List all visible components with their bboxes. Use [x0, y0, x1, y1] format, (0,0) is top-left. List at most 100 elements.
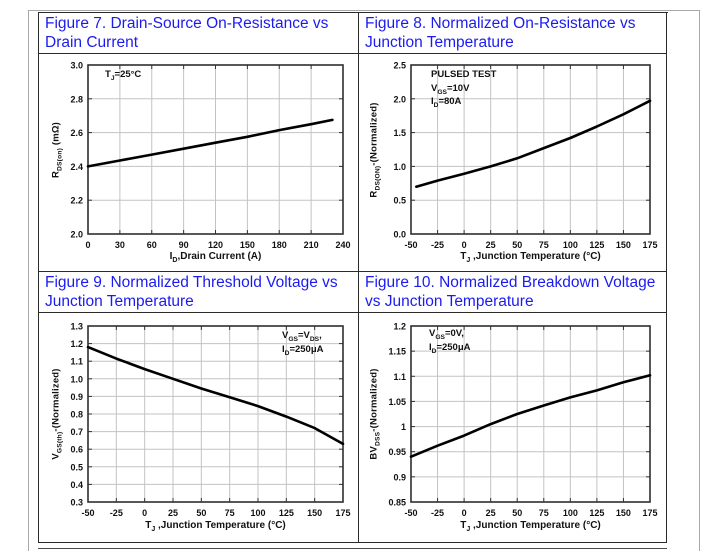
x-tick-label: 50	[512, 508, 522, 518]
x-tick-label: 120	[208, 240, 223, 250]
x-tick-label: 50	[512, 240, 522, 250]
y-tick-label: 1.5	[393, 128, 406, 138]
x-tick-label: -25	[431, 240, 444, 250]
fig9-y-axis-label: VGS(th)-(Normalized)	[50, 368, 64, 460]
x-tick-label: 0	[142, 508, 147, 518]
y-tick-label: 1.2	[70, 339, 83, 349]
x-tick-label: 50	[196, 508, 206, 518]
plot-border	[410, 64, 651, 235]
data-curve	[414, 99, 652, 188]
fig8-title: Figure 8. Normalized On-Resistance vs Ju…	[359, 13, 667, 54]
y-tick-label: 2.2	[70, 196, 83, 206]
fig10-condition-line-2: ID=250μA	[429, 341, 471, 355]
x-tick-label: 0	[462, 240, 467, 250]
fig9-test-condition: VGS=VDS, ID=250μA	[282, 329, 324, 356]
y-tick-label: 1.2	[393, 322, 406, 332]
plot-border	[87, 64, 344, 235]
y-tick-label: 0.85	[388, 498, 406, 508]
y-tick-label: 0.4	[70, 480, 83, 490]
y-tick-label: 0.5	[393, 196, 406, 206]
y-tick-label: 0.9	[393, 472, 406, 482]
x-tick-label: 100	[563, 240, 578, 250]
fig7-title: Figure 7. Drain-Source On-Resistance vs …	[39, 13, 359, 54]
plot-border	[87, 325, 344, 503]
y-tick-label: 0.8	[70, 410, 83, 420]
y-tick-label: 1.05	[388, 397, 406, 407]
fig10-y-axis-label: BVDSS-(Normalized)	[368, 368, 382, 460]
x-tick-label: -50	[81, 508, 94, 518]
y-tick-label: 2.0	[393, 94, 406, 104]
x-tick-label: 75	[539, 508, 549, 518]
x-tick-label: 150	[307, 508, 322, 518]
y-tick-label: 0.0	[393, 230, 406, 240]
fig10-chart-svg: -50 -25 0 25 50 75 100 125 150 175 0.85 0.9 0.95 1 1.0…	[388, 322, 657, 519]
fig9-chart-svg: -50 -25 0 25 50 75 100 125 150 175 0.3 0.4 0.5 0.6 0.7…	[70, 322, 350, 519]
fig8-condition-line-3: ID=80A	[431, 96, 462, 109]
data-curve	[86, 118, 334, 168]
fig8-test-condition: PULSED TEST VGS=10V ID=80A	[431, 68, 496, 109]
y-tick-label: 2.6	[70, 128, 83, 138]
fig8-condition-line-2: VGS=10V	[431, 82, 470, 96]
x-tick-label: 30	[115, 240, 125, 250]
x-tick-label: 25	[486, 508, 496, 518]
x-tick-label: 125	[589, 508, 604, 518]
x-tick-label: 25	[168, 508, 178, 518]
y-tick-label: 0.3	[70, 498, 83, 508]
fig10-x-axis-label: TJ ,Junction Temperature (°C)	[460, 520, 601, 533]
fig10-chart-panel: -50 -25 0 25 50 75 100 125 150 175 0.85 0.9 0.95 1 1.0…	[359, 313, 667, 543]
y-tick-label: 1.0	[70, 374, 83, 384]
fig9-condition-line-2: ID=250μA	[282, 343, 324, 357]
x-tick-label: 175	[642, 508, 657, 518]
y-tick-label: 2.0	[70, 230, 83, 240]
next-table-row-border	[38, 548, 667, 549]
fig9-condition-line-1: VGS=VDS,	[282, 330, 322, 343]
fig7-x-axis-label: ID,Drain Current (A)	[169, 251, 262, 264]
y-tick-label: 1.1	[393, 372, 406, 382]
x-tick-label: 180	[272, 240, 287, 250]
x-tick-label: 150	[616, 240, 631, 250]
x-tick-label: 75	[539, 240, 549, 250]
x-tick-label: -25	[431, 508, 444, 518]
fig7-chart-panel: 0 30 60 90 120 150 180 210 240 2.0 2.2 2.4 2.6 2.8 3.0…	[39, 54, 359, 272]
x-tick-label: 150	[616, 508, 631, 518]
y-tick-label: 2.8	[70, 94, 83, 104]
x-tick-label: 125	[279, 508, 294, 518]
y-tick-label: 1.3	[70, 322, 83, 332]
x-tick-label: 60	[147, 240, 157, 250]
data-curve	[409, 373, 652, 458]
fig8-x-axis-label: TJ ,Junction Temperature (°C)	[460, 251, 601, 264]
fig9-x-axis-label: TJ ,Junction Temperature (°C)	[145, 520, 286, 533]
fig9-chart-panel: -50 -25 0 25 50 75 100 125 150 175 0.3 0.4 0.5 0.6 0.7…	[39, 313, 359, 543]
plot-border	[410, 325, 651, 503]
x-tick-label: 100	[563, 508, 578, 518]
fig10-test-condition: VGS=0V, ID=250μA	[429, 327, 471, 354]
x-tick-label: 0	[462, 508, 467, 518]
figure-grid: Figure 7. Drain-Source On-Resistance vs …	[38, 12, 668, 543]
x-tick-label: 175	[642, 240, 657, 250]
x-tick-label: 0	[85, 240, 90, 250]
y-tick-label: 1.0	[393, 162, 406, 172]
fig10-condition-line-1: VGS=0V,	[429, 328, 464, 341]
fig10-title: Figure 10. Normalized Breakdown Voltage …	[359, 272, 667, 313]
x-tick-label: -50	[404, 508, 417, 518]
fig8-condition-line-1: PULSED TEST	[431, 69, 497, 80]
y-tick-label: 0.9	[70, 392, 83, 402]
y-tick-label: 0.5	[70, 462, 83, 472]
x-tick-label: 240	[335, 240, 350, 250]
y-tick-label: 2.5	[393, 61, 406, 71]
fig9-title: Figure 9. Normalized Threshold Voltage v…	[39, 272, 359, 313]
fig8-y-axis-label: RDS(ON)-(Normalized)	[368, 102, 382, 198]
y-tick-label: 0.95	[388, 447, 406, 457]
x-tick-label: 25	[486, 240, 496, 250]
data-curve	[86, 345, 345, 446]
y-tick-label: 2.4	[70, 162, 83, 172]
fig7-chart-svg: 0 30 60 90 120 150 180 210 240 2.0 2.2 2.4 2.6 2.8 3.0	[70, 61, 350, 251]
x-tick-label: 125	[589, 240, 604, 250]
x-tick-label: 150	[240, 240, 255, 250]
y-tick-label: 0.7	[70, 427, 83, 437]
y-tick-label: 0.6	[70, 445, 83, 455]
fig7-test-condition: TJ=25°C	[105, 69, 142, 82]
x-tick-label: 90	[179, 240, 189, 250]
x-tick-label: 75	[225, 508, 235, 518]
